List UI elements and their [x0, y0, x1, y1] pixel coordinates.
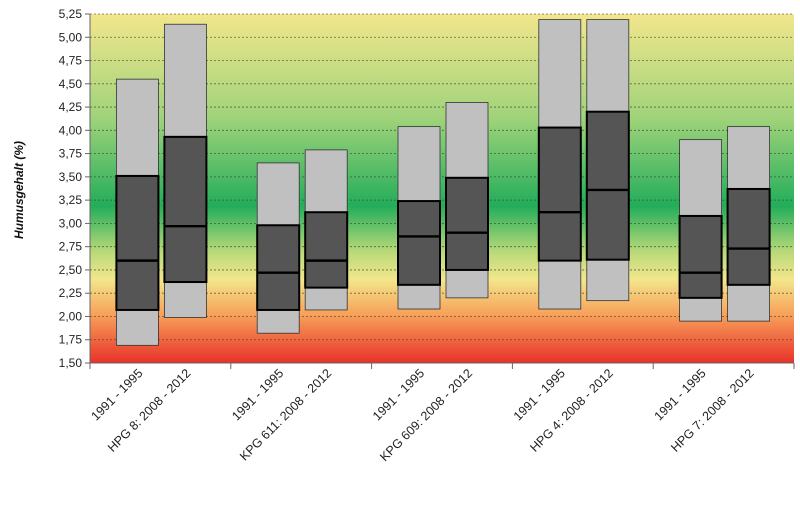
- y-tick-label: 2,75: [59, 240, 83, 254]
- y-tick-label: 4,00: [59, 123, 83, 137]
- iqr-box: [304, 211, 349, 289]
- box-series: [115, 19, 771, 346]
- iqr-box: [445, 176, 489, 271]
- iqr-box: [397, 200, 441, 286]
- x-tick-label: KPG 609: 2008 - 2012: [377, 366, 475, 464]
- y-tick-label: 5,25: [59, 7, 83, 21]
- x-tick-label: HPG 8: 2008 - 2012: [105, 366, 194, 455]
- y-tick-label: 3,00: [59, 216, 83, 230]
- y-axis-ticks: 1,50 1,75 2,00 2,25 2,50 2,75 3,00 3,25 3,50 3,75…: [59, 7, 90, 370]
- y-tick-label: 5,00: [59, 30, 83, 44]
- y-tick-label: 4,50: [59, 77, 83, 91]
- y-tick-label: 3,75: [59, 147, 83, 161]
- y-tick-label: 2,50: [59, 263, 83, 277]
- iqr-box: [256, 224, 301, 311]
- y-tick-label: 3,50: [59, 170, 83, 184]
- x-tick-label: HPG 7: 2008 - 2012: [668, 366, 757, 455]
- y-tick-label: 3,25: [59, 193, 83, 207]
- x-tick-label: HPG 4: 2008 - 2012: [527, 366, 616, 455]
- iqr-box: [537, 126, 582, 262]
- y-tick-label: 2,25: [59, 286, 83, 300]
- y-axis-title: Humusgehalt (%): [12, 141, 26, 239]
- y-tick-label: 4,75: [59, 54, 83, 68]
- iqr-box: [163, 135, 208, 284]
- y-tick-label: 2,00: [59, 309, 83, 323]
- iqr-box: [115, 174, 160, 311]
- x-axis-ticks: [89, 363, 795, 369]
- iqr-box: [726, 187, 771, 286]
- y-tick-label: 1,50: [59, 356, 83, 370]
- iqr-box: [585, 110, 630, 261]
- y-tick-label: 4,25: [59, 100, 83, 114]
- x-tick-label: KPG 611: 2008 - 2012: [237, 366, 334, 463]
- iqr-box: [678, 214, 723, 299]
- y-tick-label: 1,75: [59, 333, 83, 347]
